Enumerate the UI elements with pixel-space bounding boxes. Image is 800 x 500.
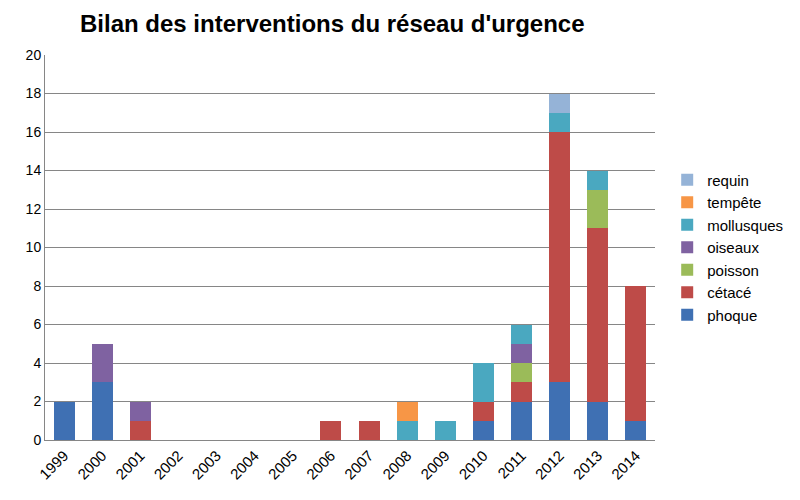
svg-text:8: 8 (33, 278, 41, 294)
svg-text:2013: 2013 (570, 447, 606, 483)
svg-text:2014: 2014 (608, 447, 644, 483)
svg-text:2005: 2005 (265, 447, 301, 483)
svg-text:6: 6 (33, 316, 41, 332)
svg-text:16: 16 (26, 124, 42, 140)
svg-text:2011: 2011 (494, 447, 529, 482)
svg-text:cétacé: cétacé (707, 284, 751, 301)
svg-text:1999: 1999 (36, 447, 72, 483)
svg-text:0: 0 (33, 432, 41, 448)
svg-text:4: 4 (33, 355, 41, 371)
svg-text:2002: 2002 (150, 447, 186, 483)
svg-text:mollusques: mollusques (707, 217, 783, 234)
svg-text:12: 12 (26, 201, 42, 217)
svg-text:2007: 2007 (341, 447, 377, 483)
svg-text:2004: 2004 (226, 447, 262, 483)
svg-text:poisson: poisson (707, 262, 759, 279)
svg-text:2003: 2003 (188, 447, 224, 483)
svg-text:10: 10 (26, 239, 42, 255)
svg-text:14: 14 (26, 162, 42, 178)
svg-text:2010: 2010 (455, 447, 491, 483)
svg-text:2: 2 (33, 393, 41, 409)
svg-text:requin: requin (707, 172, 749, 189)
svg-text:2012: 2012 (531, 447, 567, 483)
svg-text:18: 18 (26, 85, 42, 101)
svg-text:phoque: phoque (707, 307, 757, 324)
svg-text:oiseaux: oiseaux (707, 239, 759, 256)
svg-text:20: 20 (26, 47, 42, 63)
svg-text:2006: 2006 (303, 447, 339, 483)
svg-text:2001: 2001 (112, 447, 148, 483)
svg-text:2000: 2000 (74, 447, 110, 483)
svg-text:Bilan des interventions du rés: Bilan des interventions du réseau d'urge… (80, 10, 585, 37)
svg-text:2009: 2009 (417, 447, 453, 483)
svg-text:2008: 2008 (379, 447, 415, 483)
svg-text:tempête: tempête (707, 194, 761, 211)
